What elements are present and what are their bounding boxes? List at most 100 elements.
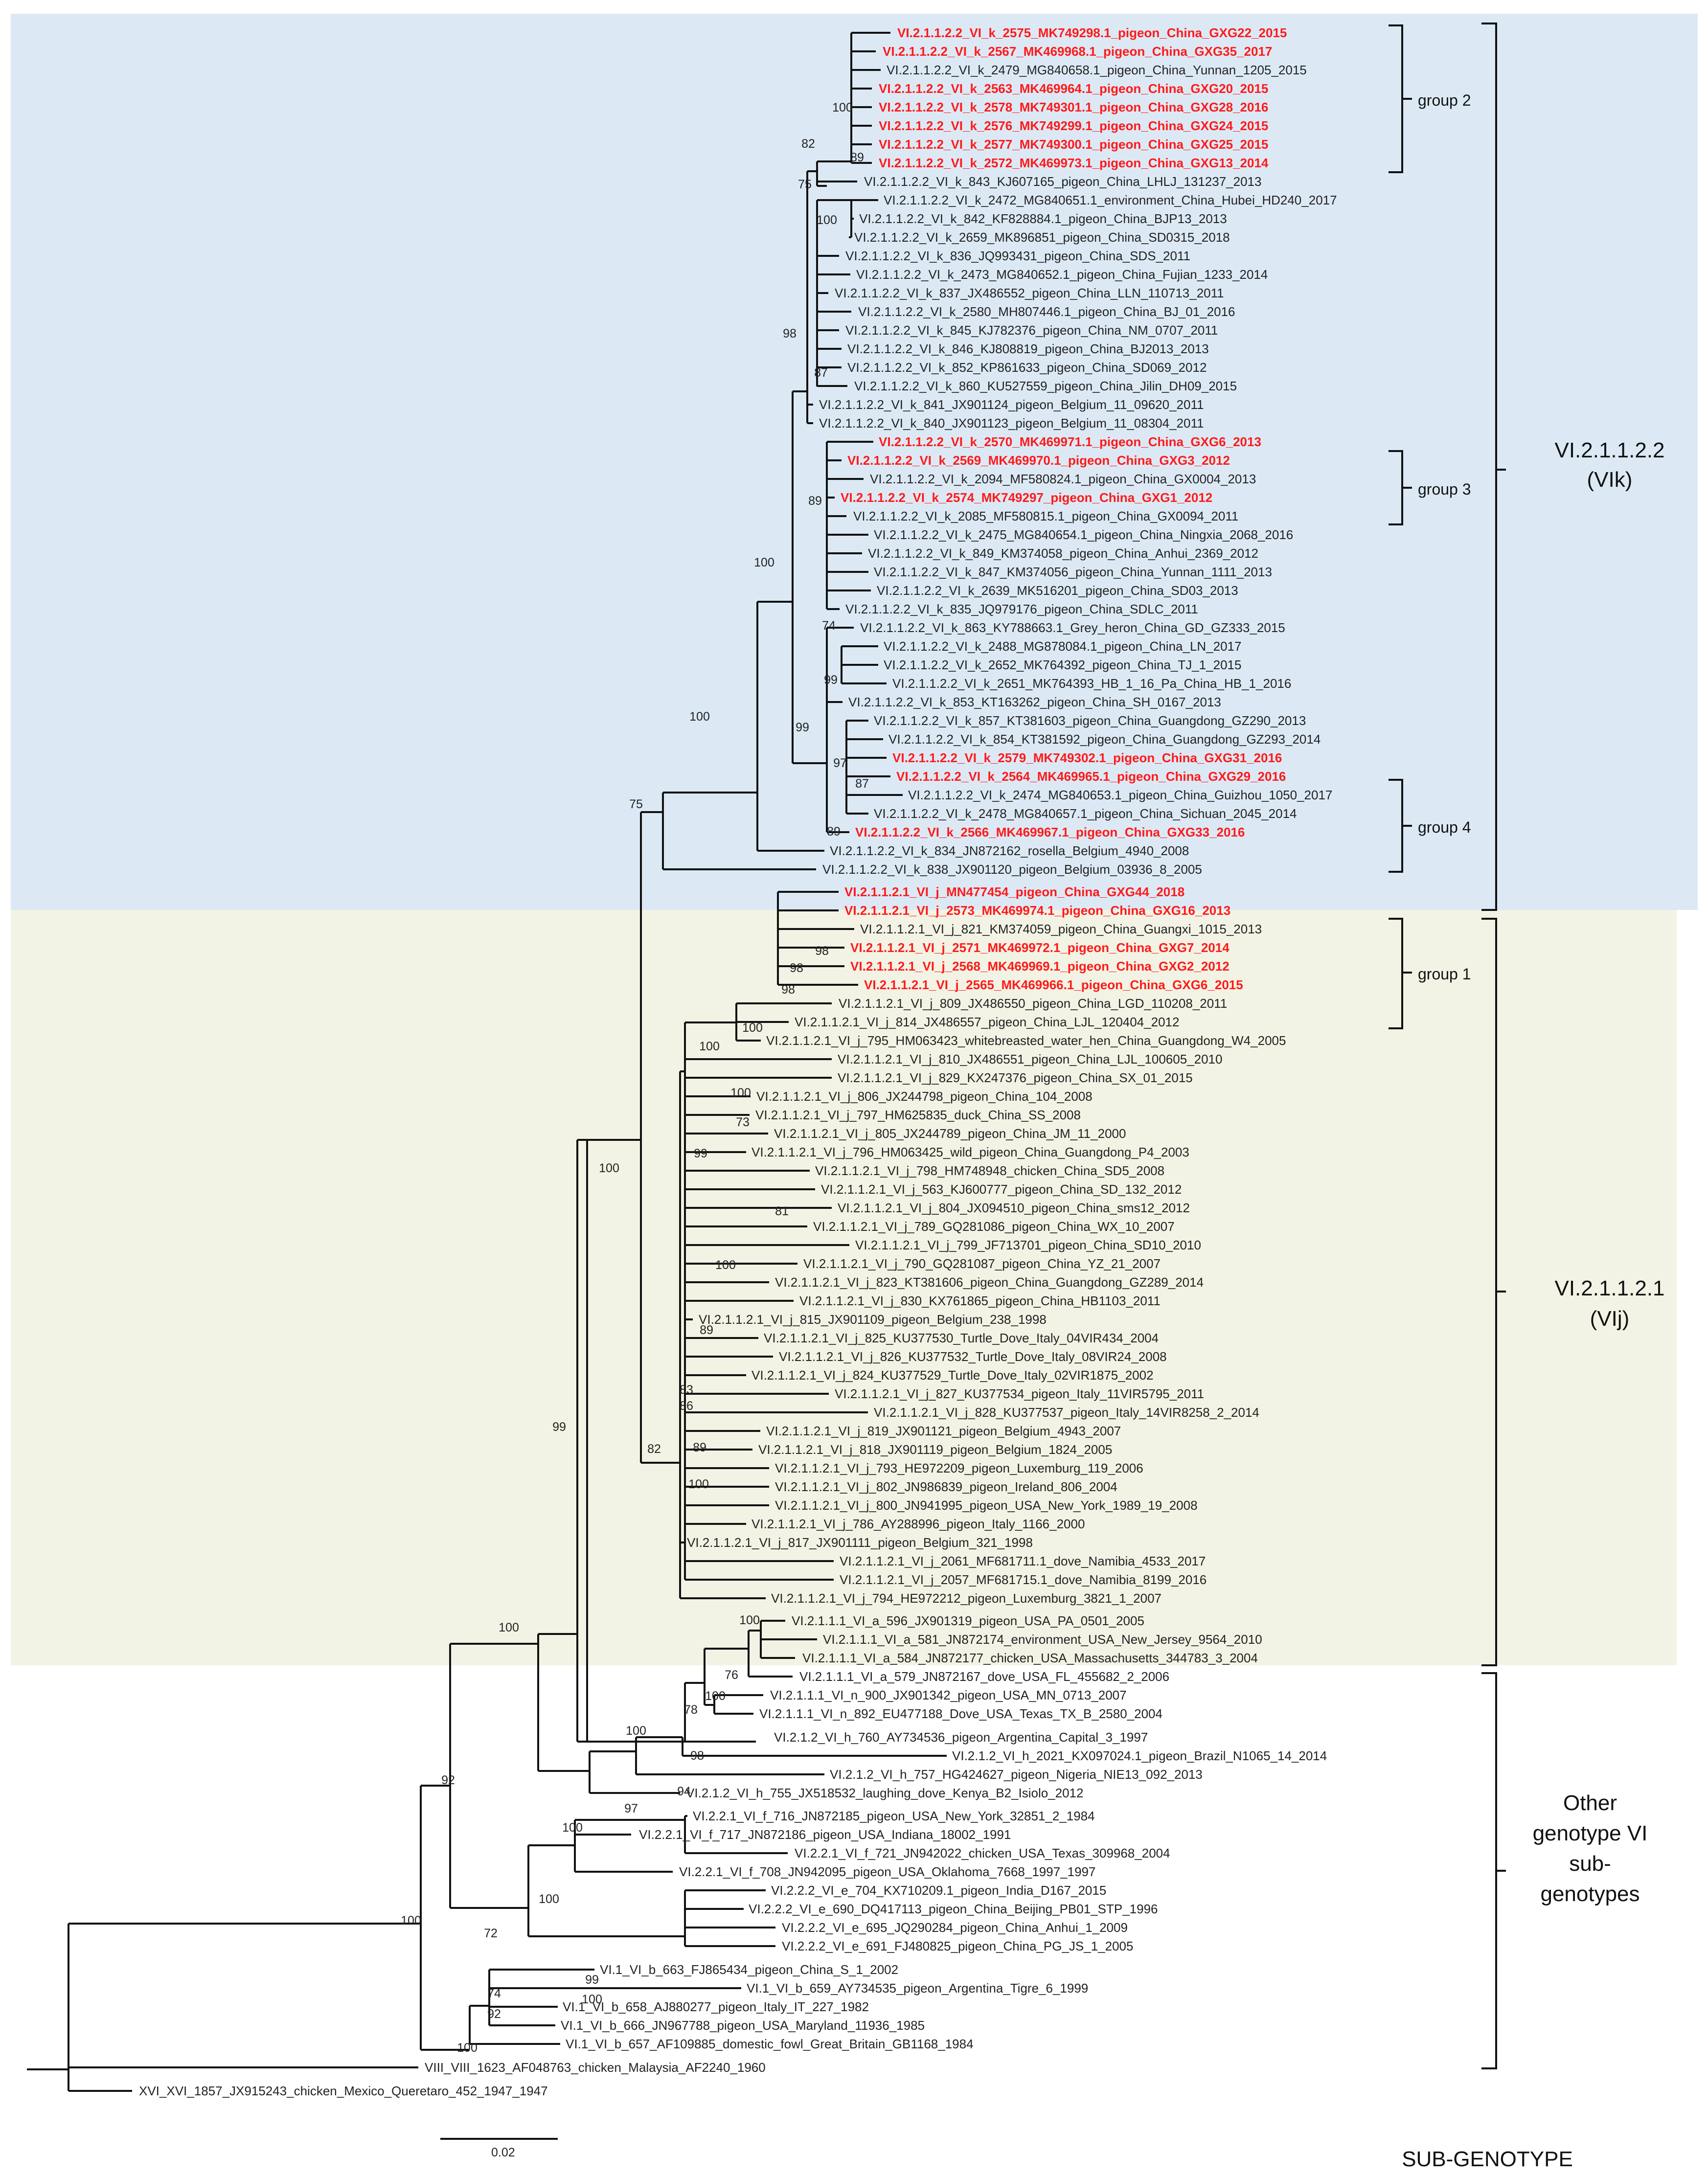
leaf-label: VI.2.1.1.2.1_VI_j_823_KT381606_pigeon_Ch… xyxy=(775,1275,1204,1290)
vik-clade-name: VI.2.1.1.2.2 xyxy=(1554,438,1664,462)
bootstrap-value: 100 xyxy=(689,710,710,724)
leaf-label: VI.2.1.1.2.1_VI_j_824_KU377529_Turtle_Do… xyxy=(752,1368,1154,1383)
leaf-label: VI.2.1.1.2.2_VI_k_863_KY788663.1_Grey_he… xyxy=(860,620,1285,635)
leaf-label: VI.2.1.1.2.1_VI_j_795_HM063423_whitebrea… xyxy=(766,1033,1286,1048)
leaf-label: VI.2.2.1_VI_f_708_JN942095_pigeon_USA_Ok… xyxy=(679,1864,1095,1879)
vij-clade-background xyxy=(11,910,1677,1665)
leaf-label: VI.2.2.1_VI_f_716_JN872185_pigeon_USA_Ne… xyxy=(693,1809,1095,1823)
bootstrap-value: 75 xyxy=(798,178,812,191)
leaf-label: VI.2.1.1.2.2_VI_k_840_JX901123_pigeon_Be… xyxy=(819,416,1204,431)
bootstrap-value: 72 xyxy=(484,1927,498,1940)
leaf-label: VI.1_VI_b_666_JN967788_pigeon_USA_Maryla… xyxy=(561,2018,925,2033)
bootstrap-value: 100 xyxy=(742,1021,763,1035)
leaf-label: VI.2.1.1.2.2_VI_k_847_KM374056_pigeon_Ch… xyxy=(874,565,1272,579)
scale-bar-label: 0.02 xyxy=(491,2146,515,2159)
bootstrap-value: 75 xyxy=(629,797,643,811)
leaf-label: VI.2.1.1.1_VI_a_584_JN872177_chicken_USA… xyxy=(802,1651,1258,1665)
other-clade-line-1: Other xyxy=(1563,1791,1617,1815)
other-clade-line-3: sub- xyxy=(1569,1852,1611,1876)
group-3-bracket xyxy=(1389,450,1412,525)
leaf-label: VI.2.2.2_VI_e_690_DQ417113_pigeon_China_… xyxy=(749,1902,1158,1916)
leaf-label: VI.2.1.1.2.1_VI_j_794_HE972212_pigeon_Lu… xyxy=(771,1591,1161,1606)
leaf-label: VI.2.2.1_VI_f_721_JN942022_chicken_USA_T… xyxy=(795,1846,1170,1860)
vik-clade-bracket xyxy=(1481,23,1506,911)
bootstrap-value: 98 xyxy=(690,1749,704,1763)
bootstrap-value: 100 xyxy=(705,1689,726,1703)
leaf-label: VI.2.1.1.2.1_VI_j_796_HM063425_wild_pige… xyxy=(752,1145,1189,1159)
bootstrap-value: 94 xyxy=(677,1785,691,1798)
bootstrap-value: 99 xyxy=(824,673,838,687)
leaf-label: VI.2.1.1.2.2_VI_k_2474_MG840653.1_pigeon… xyxy=(908,788,1332,802)
leaf-labels: VI.2.1.1.2.2_VI_k_2575_MK749298.1_pigeon… xyxy=(139,25,1337,2098)
group-4-label: group 4 xyxy=(1418,818,1471,836)
bootstrap-value: 78 xyxy=(684,1703,698,1717)
bootstrap-value: 100 xyxy=(699,1040,720,1053)
leaf-label: VI.2.1.2_VI_h_755_JX518532_laughing_dove… xyxy=(686,1786,1083,1800)
leaf-label: VI.2.1.1.2.2_VI_k_2659_MK896851_pigeon_C… xyxy=(854,230,1230,245)
leaf-label: VI.2.1.1.2.2_VI_k_846_KJ808819_pigeon_Ch… xyxy=(847,341,1209,356)
leaf-label: VI.2.1.1.2.2_VI_k_842_KF828884.1_pigeon_… xyxy=(859,211,1227,226)
leaf-label: VI.2.1.1.2.1_VI_j_810_JX486551_pigeon_Ch… xyxy=(838,1052,1222,1066)
tree-branches xyxy=(27,32,947,2140)
leaf-label: VI.2.1.1.2.1_VI_j_2568_MK469969.1_pigeon… xyxy=(850,959,1230,974)
leaf-label: VI.2.1.1.2.2_VI_k_2566_MK469967.1_pigeon… xyxy=(855,825,1245,839)
leaf-label: VI.2.1.1.2.1_VI_j_800_JN941995_pigeon_US… xyxy=(775,1498,1198,1513)
bootstrap-value: 99 xyxy=(796,721,809,734)
leaf-label: VI.2.1.1.2.1_VI_j_821_KM374059_pigeon_Ch… xyxy=(860,922,1262,936)
leaf-label: VI.2.1.1.2.1_VI_j_MN477454_pigeon_China_… xyxy=(844,884,1184,899)
vik-clade-code: (VIk) xyxy=(1587,468,1633,492)
leaf-label: VI.2.1.1.2.1_VI_j_830_KX761865_pigeon_Ch… xyxy=(799,1293,1161,1308)
leaf-label: VI.2.1.1.2.2_VI_k_2478_MG840657.1_pigeon… xyxy=(874,806,1297,821)
leaf-label: VI.2.1.1.2.2_VI_k_853_KT163262_pigeon_Ch… xyxy=(848,695,1221,709)
leaf-label: VI.2.1.1.2.2_VI_k_843_KJ607165_pigeon_Ch… xyxy=(864,174,1261,189)
bootstrap-value: 97 xyxy=(624,1802,638,1815)
bootstrap-value: 87 xyxy=(814,366,828,380)
bootstrap-value: 100 xyxy=(599,1161,619,1175)
group-1-label: group 1 xyxy=(1418,965,1471,983)
leaf-label: VI.2.1.1.2.1_VI_j_817_JX901111_pigeon_Be… xyxy=(687,1535,1033,1550)
bootstrap-value: 100 xyxy=(739,1613,760,1627)
bootstrap-value: 99 xyxy=(694,1147,707,1160)
group-2-bracket xyxy=(1389,24,1412,173)
vij-clade-code: (VIj) xyxy=(1590,1307,1630,1331)
group-4-bracket xyxy=(1389,779,1412,873)
leaf-label: VI.2.1.1.2.2_VI_k_2479_MG840658.1_pigeon… xyxy=(887,63,1307,77)
leaf-label: VI.2.1.1.2.2_VI_k_852_KP861633_pigeon_Ch… xyxy=(847,360,1207,375)
leaf-label: VI.2.1.1.2.1_VI_j_815_JX901109_pigeon_Be… xyxy=(699,1312,1047,1327)
bootstrap-value: 82 xyxy=(801,137,815,151)
leaf-label: VI.2.1.1.1_VI_a_581_JN872174_environment… xyxy=(823,1632,1262,1647)
leaf-label: VI.2.1.1.2.2_VI_k_2574_MK749297_pigeon_C… xyxy=(841,490,1212,505)
bootstrap-value: 81 xyxy=(775,1204,789,1218)
leaf-label: VI.2.2.1_VI_f_717_JN872186_pigeon_USA_In… xyxy=(639,1827,1011,1842)
leaf-label: VI.2.1.1.2.1_VI_j_827_KU377534_pigeon_It… xyxy=(835,1386,1204,1401)
bootstrap-value: 92 xyxy=(441,1773,455,1787)
leaf-label: VI.2.1.2_VI_h_2021_KX097024.1_pigeon_Bra… xyxy=(952,1748,1327,1763)
leaf-label: VI.2.1.1.2.2_VI_k_2094_MF580824.1_pigeon… xyxy=(870,472,1256,486)
leaf-label: VI.2.1.1.2.2_VI_k_2651_MK764393_HB_1_16_… xyxy=(892,676,1291,691)
leaf-label: VI.2.1.1.2.1_VI_j_790_GQ281087_pigeon_Ch… xyxy=(803,1256,1161,1271)
leaf-label: VI.2.1.2_VI_h_757_HG424627_pigeon_Nigeri… xyxy=(830,1767,1203,1782)
bootstrap-value: 98 xyxy=(781,983,795,997)
bootstrap-value: 100 xyxy=(582,1993,602,2006)
bootstrap-value: 100 xyxy=(715,1258,736,1272)
leaf-label: VI.2.1.1.2.2_VI_k_2580_MH807446.1_pigeon… xyxy=(858,304,1235,319)
leaf-label: VI.2.2.2_VI_e_691_FJ480825_pigeon_China_… xyxy=(782,1939,1133,1953)
leaf-label: VI.2.1.1.2.1_VI_j_797_HM625835_duck_Chin… xyxy=(755,1108,1081,1122)
leaf-label: VI.2.1.1.2.1_VI_j_804_JX094510_pigeon_Ch… xyxy=(838,1201,1190,1215)
leaf-label: VI.2.1.1.2.1_VI_j_825_KU377530_Turtle_Do… xyxy=(764,1331,1159,1345)
bootstrap-value: 83 xyxy=(680,1383,693,1397)
bootstrap-value: 74 xyxy=(822,619,836,633)
leaf-label: VI.2.1.1.2.2_VI_k_2570_MK469971.1_pigeon… xyxy=(879,434,1261,449)
bootstrap-value: 100 xyxy=(401,1914,421,1928)
leaf-label: VIII_VIII_1623_AF048763_chicken_Malaysia… xyxy=(425,2060,766,2075)
leaf-label: VI.2.1.1.2.1_VI_j_2057_MF681715.1_dove_N… xyxy=(840,1572,1207,1587)
bootstrap-value: 100 xyxy=(539,1892,559,1906)
bootstrap-value: 89 xyxy=(808,494,822,508)
bootstrap-value: 87 xyxy=(855,777,869,791)
bootstrap-value: 100 xyxy=(817,213,837,227)
leaf-label: VI.2.1.1.2.1_VI_j_828_KU377537_pigeon_It… xyxy=(874,1405,1259,1420)
leaf-label: VI.2.1.1.2.1_VI_j_563_KJ600777_pigeon_Ch… xyxy=(821,1182,1182,1197)
bootstrap-value: 86 xyxy=(680,1399,693,1413)
leaf-label: VI.2.1.1.2.2_VI_k_2564_MK469965.1_pigeon… xyxy=(896,769,1286,784)
